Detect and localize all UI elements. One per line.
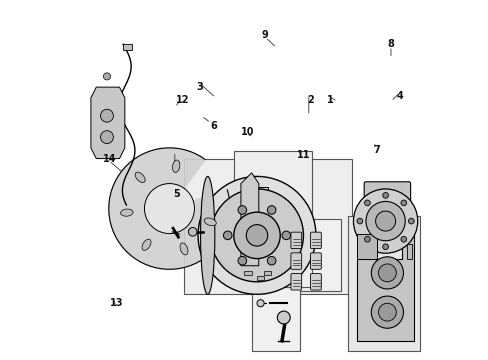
Polygon shape — [108, 148, 230, 269]
Bar — [251, 287, 299, 351]
Circle shape — [277, 311, 290, 324]
Circle shape — [407, 218, 413, 224]
Circle shape — [267, 206, 275, 214]
Text: 9: 9 — [261, 30, 268, 40]
FancyBboxPatch shape — [290, 232, 301, 249]
Circle shape — [364, 237, 369, 242]
Circle shape — [198, 176, 315, 294]
Polygon shape — [356, 234, 413, 341]
Polygon shape — [258, 187, 267, 262]
Circle shape — [353, 189, 417, 253]
Circle shape — [400, 200, 406, 206]
FancyBboxPatch shape — [310, 253, 321, 269]
Bar — [356, 234, 376, 258]
Circle shape — [144, 184, 194, 234]
FancyBboxPatch shape — [364, 182, 410, 243]
Bar — [264, 271, 271, 275]
Circle shape — [233, 212, 280, 258]
Bar — [244, 271, 251, 275]
Circle shape — [246, 225, 267, 246]
Text: 12: 12 — [176, 95, 189, 105]
Text: 5: 5 — [173, 189, 180, 199]
FancyBboxPatch shape — [310, 232, 321, 249]
Ellipse shape — [180, 243, 187, 255]
Bar — [233, 152, 312, 287]
Circle shape — [382, 244, 387, 249]
Text: 14: 14 — [103, 154, 116, 163]
Ellipse shape — [142, 239, 151, 251]
Circle shape — [103, 73, 110, 80]
Text: 13: 13 — [110, 298, 123, 308]
Ellipse shape — [121, 209, 133, 216]
Circle shape — [101, 131, 113, 144]
Bar — [183, 158, 351, 294]
Circle shape — [378, 303, 395, 321]
Circle shape — [101, 109, 113, 122]
Text: 7: 7 — [372, 145, 379, 155]
Text: 4: 4 — [396, 91, 403, 101]
Text: 6: 6 — [210, 121, 217, 131]
FancyBboxPatch shape — [290, 253, 301, 269]
Text: 1: 1 — [326, 95, 333, 105]
Circle shape — [370, 296, 403, 328]
Ellipse shape — [204, 218, 216, 226]
Bar — [123, 44, 132, 50]
Circle shape — [188, 228, 197, 236]
Text: 3: 3 — [196, 82, 203, 92]
Bar — [287, 219, 340, 291]
Circle shape — [238, 206, 246, 214]
Circle shape — [223, 231, 231, 240]
Circle shape — [282, 231, 290, 240]
Text: 2: 2 — [306, 95, 313, 105]
Circle shape — [378, 264, 395, 282]
Circle shape — [238, 256, 246, 265]
Polygon shape — [91, 87, 124, 158]
Ellipse shape — [172, 160, 180, 172]
Circle shape — [375, 211, 395, 231]
Bar — [347, 216, 419, 351]
Circle shape — [364, 200, 369, 206]
Text: 11: 11 — [296, 150, 309, 160]
Bar — [257, 276, 264, 280]
Ellipse shape — [135, 172, 145, 183]
Text: 10: 10 — [241, 127, 254, 137]
Bar — [406, 244, 411, 258]
Circle shape — [210, 189, 303, 282]
Circle shape — [400, 237, 406, 242]
Circle shape — [356, 218, 362, 224]
Ellipse shape — [200, 176, 214, 294]
Circle shape — [267, 256, 275, 265]
Circle shape — [382, 193, 387, 198]
Polygon shape — [241, 173, 258, 266]
FancyBboxPatch shape — [310, 274, 321, 290]
Circle shape — [257, 300, 264, 307]
Circle shape — [370, 257, 403, 289]
Circle shape — [365, 202, 405, 241]
FancyBboxPatch shape — [290, 274, 301, 290]
Text: 8: 8 — [386, 39, 394, 49]
